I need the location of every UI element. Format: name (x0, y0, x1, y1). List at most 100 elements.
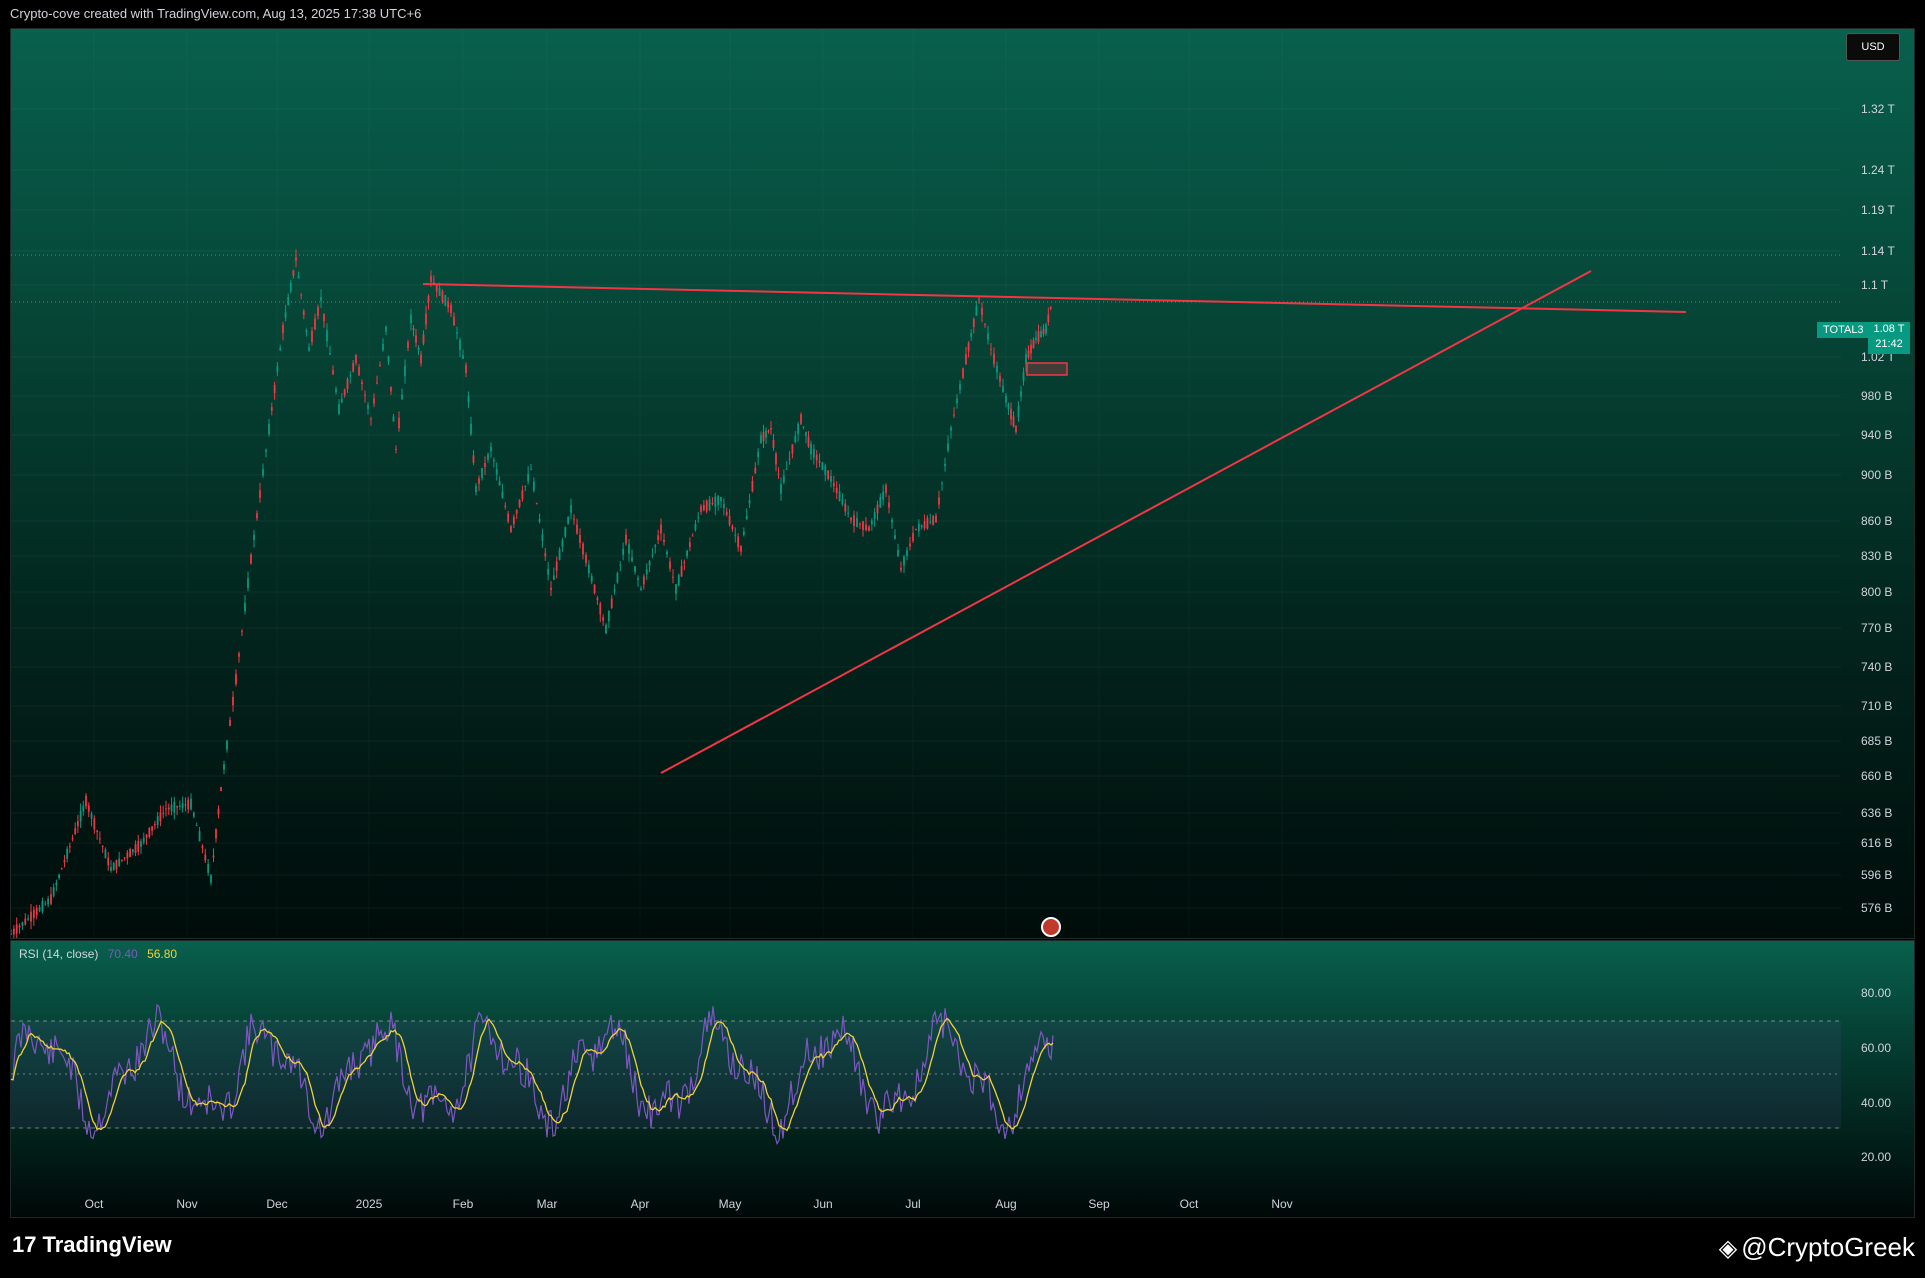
candle (450, 304, 452, 314)
candle (15, 924, 18, 934)
candles (11, 249, 1052, 938)
candle (376, 382, 378, 384)
candle (173, 801, 176, 813)
candle (358, 366, 360, 376)
candle (373, 398, 375, 404)
candle (751, 480, 754, 492)
candle (996, 365, 998, 373)
time-axis-label: Dec (266, 1197, 288, 1211)
rsi-svg[interactable] (11, 941, 1915, 1218)
tradingview-logo[interactable]: 17 TradingView (12, 1232, 172, 1258)
candle (782, 475, 785, 483)
candle (364, 394, 366, 396)
candle (87, 805, 90, 812)
candle (587, 564, 590, 574)
candle (838, 491, 841, 501)
candle (830, 476, 832, 482)
candle (714, 496, 717, 508)
candle (235, 673, 237, 685)
candle (170, 804, 173, 812)
price-chart-svg[interactable] (11, 29, 1915, 939)
candle (970, 333, 973, 337)
candle (941, 482, 943, 484)
candle (785, 468, 788, 470)
candle (772, 440, 775, 448)
candle (273, 384, 276, 394)
candle (47, 898, 50, 905)
price-axis-label: 740 B (1861, 660, 1893, 674)
candle (282, 325, 284, 333)
candle (518, 499, 521, 507)
candle (121, 859, 123, 861)
candle (669, 561, 671, 569)
candle (395, 448, 397, 450)
currency-button[interactable]: USD (1846, 33, 1900, 61)
candle (530, 468, 532, 470)
resistance-trendline (422, 283, 1687, 313)
candle (104, 849, 107, 859)
candle (757, 452, 760, 458)
candle (314, 318, 316, 330)
candle (217, 808, 220, 815)
candle (343, 389, 346, 396)
candle (725, 511, 728, 515)
flag-icon[interactable] (1041, 917, 1061, 937)
candle (702, 504, 705, 511)
candle (972, 318, 975, 328)
time-axis-label: Mar (536, 1197, 558, 1211)
candle (148, 827, 151, 837)
candle (640, 588, 642, 590)
candle (947, 443, 949, 451)
candle (728, 516, 731, 525)
candle (18, 925, 21, 928)
candle (38, 907, 41, 911)
candle (300, 294, 303, 296)
candle (1040, 331, 1042, 337)
candle (495, 469, 498, 475)
candle (415, 335, 417, 343)
candle (777, 473, 780, 475)
rsi-pane[interactable]: RSI (14, close) 70.40 56.80 80.00 60.00 40… (10, 940, 1915, 1218)
candle (52, 887, 55, 896)
candle (558, 549, 561, 561)
demand-zone-box (1026, 362, 1068, 376)
candle (1037, 331, 1040, 342)
candle (541, 534, 544, 541)
candle (11, 933, 12, 935)
candle (481, 468, 483, 478)
candle (731, 525, 734, 530)
price-axis-label: 636 B (1861, 806, 1893, 820)
candle (320, 297, 322, 301)
candle (1047, 314, 1050, 323)
candle (683, 562, 686, 564)
chart-header: Crypto-cove created with TradingView.com… (0, 0, 1925, 28)
candle (1017, 406, 1020, 417)
last-price: 1.08 T (1873, 323, 1905, 335)
candle (490, 446, 492, 452)
candle (226, 740, 228, 750)
time-axis-label: Apr (630, 1197, 650, 1211)
candle (770, 428, 772, 430)
candle (297, 275, 300, 279)
candle (585, 554, 587, 564)
rsi-legend[interactable]: RSI (14, close) 70.40 56.80 (19, 947, 177, 961)
candle (745, 515, 748, 520)
candle (220, 787, 222, 791)
candle (807, 436, 810, 447)
candle (978, 298, 980, 300)
candle (700, 506, 702, 512)
candle (740, 546, 742, 552)
candle (459, 340, 461, 350)
candle (850, 517, 852, 521)
candle (666, 551, 668, 555)
candle (616, 572, 619, 583)
time-axis-label: Nov (176, 1197, 198, 1211)
candle (165, 808, 167, 810)
candle (329, 353, 331, 355)
price-axis-label: 830 B (1861, 549, 1893, 563)
candle (317, 306, 319, 317)
candle (915, 528, 917, 530)
candle (404, 365, 406, 377)
rsi-axis-label: 20.00 (1861, 1150, 1892, 1164)
